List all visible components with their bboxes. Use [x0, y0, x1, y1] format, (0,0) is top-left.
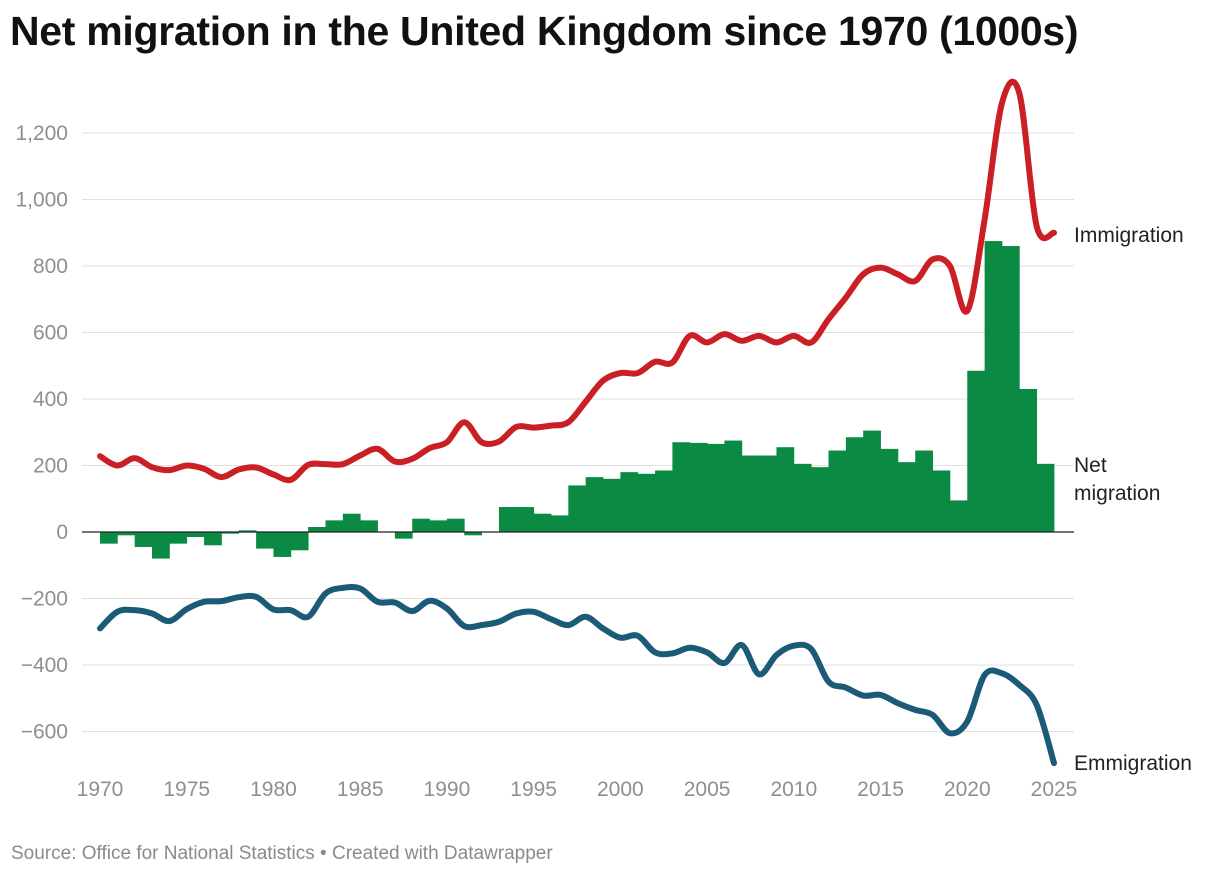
net-migration-bar: [776, 447, 795, 532]
net-migration-bar: [533, 513, 552, 532]
net-migration-series-label: Net: [1074, 454, 1107, 477]
net-migration-bars: [100, 241, 1055, 559]
series-labels: Net migration Immigration Emmigration: [1074, 224, 1192, 775]
net-migration-bar: [759, 455, 777, 532]
net-migration-bar: [308, 527, 326, 532]
net-migration-bar: [464, 532, 482, 536]
net-migration-bar: [932, 470, 951, 532]
net-migration-bar: [585, 477, 604, 532]
net-migration-bar: [516, 507, 535, 532]
net-migration-bar: [655, 470, 673, 532]
net-migration-bar: [949, 500, 968, 532]
x-tick-label: 2000: [597, 778, 644, 801]
net-migration-bar: [741, 455, 760, 532]
net-migration-bar: [221, 532, 240, 534]
net-migration-bar: [897, 462, 916, 532]
net-migration-bar: [204, 532, 222, 546]
y-tick-label: 600: [33, 322, 68, 345]
gridlines: [82, 132, 1074, 732]
x-tick-label: 1975: [163, 778, 210, 801]
net-migration-bar: [603, 478, 621, 532]
net-migration-series-label: migration: [1074, 482, 1160, 505]
y-tick-label: −200: [21, 588, 68, 611]
source-note: Source: Office for National Statistics •…: [11, 843, 553, 864]
net-migration-bar: [689, 442, 708, 532]
net-migration-bar: [793, 463, 812, 532]
net-migration-bar: [828, 450, 847, 532]
net-migration-bar: [863, 430, 881, 532]
y-tick-label: 1,000: [15, 189, 68, 212]
y-tick-label: 400: [33, 388, 68, 411]
y-tick-label: −400: [21, 654, 68, 677]
y-tick-label: 0: [56, 521, 68, 544]
series-lines: [97, 78, 1057, 767]
net-migration-bar: [498, 507, 517, 532]
net-migration-bar: [412, 518, 430, 532]
y-tick-label: −600: [21, 721, 68, 744]
x-tick-label: 1995: [510, 778, 557, 801]
y-tick-label: 200: [33, 455, 68, 478]
net-migration-bar: [707, 443, 725, 532]
net-migration-bar: [845, 437, 864, 532]
net-migration-bar: [342, 513, 361, 532]
net-migration-bar: [290, 532, 309, 551]
emigration-series-label: Emmigration: [1074, 752, 1192, 775]
net-migration-bar: [1001, 246, 1020, 533]
net-migration-bar: [325, 520, 344, 532]
net-migration-bar: [100, 532, 118, 544]
net-migration-bar: [273, 532, 292, 557]
net-migration-bar: [1019, 389, 1038, 532]
net-migration-bar: [256, 532, 274, 549]
net-migration-bar: [967, 370, 986, 532]
net-migration-bar: [620, 472, 639, 532]
net-migration-bar: [238, 530, 257, 532]
net-migration-bar: [394, 532, 413, 539]
x-tick-label: 2025: [1031, 778, 1078, 801]
net-migration-bar: [550, 515, 569, 533]
x-tick-label: 1980: [250, 778, 297, 801]
net-migration-bar: [568, 485, 587, 532]
x-axis-tick-labels: 1970 1975 1980 1985 1990 1995 2000 2005 2010 2015…: [77, 778, 1078, 801]
y-tick-label: 1,200: [15, 122, 68, 145]
x-tick-label: 1990: [424, 778, 471, 801]
y-tick-label: 800: [33, 255, 68, 278]
x-tick-label: 2010: [770, 778, 817, 801]
chart-title: Net migration in the United Kingdom sinc…: [10, 8, 1079, 54]
x-tick-label: 2005: [684, 778, 731, 801]
net-migration-bar: [360, 520, 378, 532]
net-migration-bar: [186, 532, 205, 537]
y-axis-tick-labels: −600 −400 −200 0 200 400 600 800 1,000 1,200: [15, 122, 68, 744]
net-migration-bar: [811, 467, 829, 532]
net-migration-bar: [446, 518, 465, 532]
net-migration-bar: [1036, 463, 1055, 532]
net-migration-bar: [429, 520, 448, 532]
net-migration-bar: [134, 532, 153, 547]
x-tick-label: 2015: [857, 778, 904, 801]
x-tick-label: 1985: [337, 778, 384, 801]
net-migration-bar: [672, 442, 691, 532]
net-migration-bar: [915, 450, 933, 532]
net-migration-bar: [984, 241, 1003, 532]
immigration-series-label: Immigration: [1074, 224, 1184, 247]
net-migration-bar: [117, 532, 136, 536]
emigration-line: [97, 584, 1057, 767]
net-migration-bar: [637, 473, 656, 532]
x-tick-label: 2020: [944, 778, 991, 801]
net-migration-bar: [169, 532, 188, 544]
x-tick-label: 1970: [77, 778, 124, 801]
net-migration-bar: [724, 440, 743, 532]
net-migration-bar: [152, 532, 170, 559]
net-migration-bar: [880, 448, 899, 533]
immigration-line: [97, 78, 1057, 484]
